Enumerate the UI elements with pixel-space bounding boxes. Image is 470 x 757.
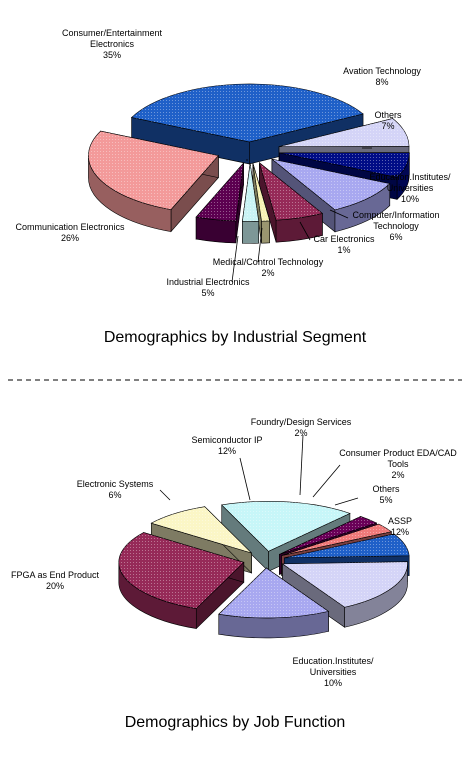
slice-label-0-5: Car Electronics 1%: [313, 234, 375, 255]
slice-label-0-8: Communication Electronics 26%: [15, 222, 125, 243]
leader-line: [159, 489, 171, 501]
pie-slice-4: [281, 561, 408, 628]
leader-line: [312, 464, 341, 498]
leader-line: [329, 209, 349, 219]
chart-title-industrial-segment: Demographics by Industrial Segment: [104, 329, 367, 346]
slice-label-0-4: Computer/Information Technology 6%: [352, 210, 439, 242]
leader-line: [299, 221, 311, 241]
leader-line: [239, 457, 251, 501]
slice-label-1-0: Semiconductor IP 12%: [191, 435, 262, 456]
pie-slice-5: [252, 163, 271, 244]
pie-slice-5: [218, 567, 330, 639]
slice-label-0-6: Medical/Control Technology 2%: [213, 257, 324, 278]
slice-label-1-1: Foundry/Design Services 2%: [251, 417, 352, 438]
pie-slice-0: [130, 83, 364, 165]
slice-label-1-6: FPGA as End Product 20%: [11, 570, 100, 591]
slice-label-0-3: Education.Institutes/Universities 10%: [369, 172, 451, 204]
label-layer: Consumer/Entertainment Electronics 35% Avat…: [11, 28, 457, 688]
slice-label-1-4: ASSP 12%: [388, 516, 412, 537]
slice-label-0-7: Industrial Electronics 5%: [166, 277, 250, 298]
pie-slice-6: [118, 532, 245, 630]
pie-chart-industrial-segment: [88, 83, 410, 244]
chart-title-job-function: Demographics by Job Function: [125, 714, 346, 731]
pie-slice-3: [283, 533, 410, 579]
slice-label-1-7: Electronic Systems 6%: [77, 479, 154, 500]
pie-chart-job-function: [118, 501, 410, 639]
pie-slice-7: [195, 162, 244, 244]
pie-slice-4: [258, 161, 324, 243]
pie-slice-6: [242, 163, 260, 244]
leader-line: [334, 497, 359, 506]
slice-label-1-2: Consumer Product EDA/CAD Tools 2%: [339, 448, 457, 480]
slice-label-0-0: Consumer/Entertainment Electronics 35%: [62, 28, 163, 60]
leader-line: [231, 235, 239, 283]
leader-line: [257, 227, 263, 263]
slice-label-1-3: Others 5%: [372, 484, 400, 505]
slice-label-0-2: Others 7%: [374, 110, 402, 131]
pie-slice-8: [88, 130, 219, 233]
leader-line: [299, 434, 304, 496]
slice-label-1-5: Education.Institutes/Universities 10%: [292, 656, 374, 688]
slice-label-0-1: Avation Technology 8%: [343, 66, 421, 87]
